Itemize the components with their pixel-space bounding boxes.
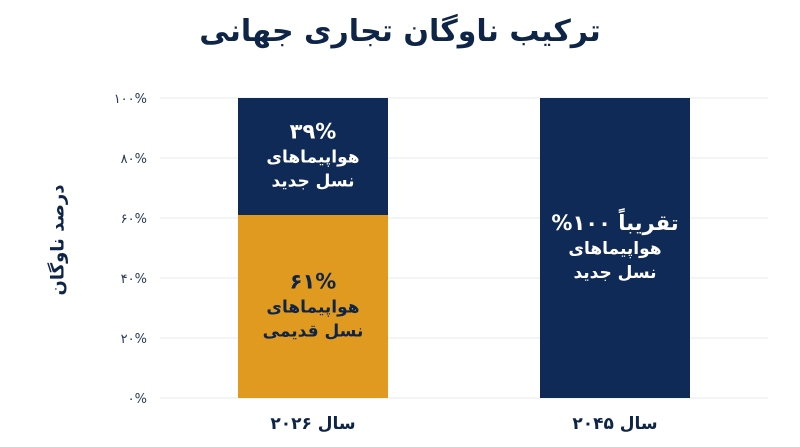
- y-tick-label: ۸۰%: [121, 152, 147, 167]
- y-tick-label: ۱۰۰%: [114, 92, 147, 107]
- bar-segment-label: نسل جدید: [271, 172, 354, 192]
- bar-stack: ۶۱% هواپیماهای نسل قدیمی ۳۹% هواپیماهای نسل ج…: [238, 98, 388, 398]
- bar-segment-label: تقریباً ۱۰۰%: [551, 207, 678, 235]
- x-category-label: سال ۲۰۲۶: [270, 414, 355, 434]
- bar-stack: تقریباً ۱۰۰% هواپیماهای نسل جدید: [540, 98, 690, 398]
- bar-segment-label: ۶۱%: [290, 270, 337, 294]
- y-tick-label: ۰%: [128, 392, 147, 407]
- bars: ۶۱% هواپیماهای نسل قدیمی ۳۹% هواپیماهای نسل ج…: [238, 98, 690, 398]
- bar-segment-label: ۳۹%: [290, 120, 337, 144]
- x-category-label: سال ۲۰۴۵: [572, 414, 657, 434]
- bar-segment-label: هواپیماهای: [266, 148, 359, 168]
- bar-segment-label: نسل جدید: [573, 263, 656, 283]
- x-axis-categories: سال ۲۰۲۶ سال ۲۰۴۵: [270, 414, 657, 434]
- chart-title: ترکیب ناوگان تجاری جهانی: [199, 14, 601, 49]
- bar-segment: [238, 98, 388, 215]
- bar-segment: [540, 98, 690, 398]
- y-tick-label: ۲۰%: [121, 332, 147, 347]
- y-axis-ticks: ۰% ۲۰% ۴۰% ۶۰% ۸۰% ۱۰۰%: [114, 92, 147, 407]
- y-tick-label: ۴۰%: [121, 272, 147, 287]
- bar-segment: [238, 215, 388, 398]
- bar-segment-label: نسل قدیمی: [263, 322, 364, 342]
- y-tick-label: ۶۰%: [121, 212, 147, 227]
- bar-segment-label: هواپیماهای: [266, 298, 359, 318]
- bar-segment-label: هواپیماهای: [568, 239, 661, 259]
